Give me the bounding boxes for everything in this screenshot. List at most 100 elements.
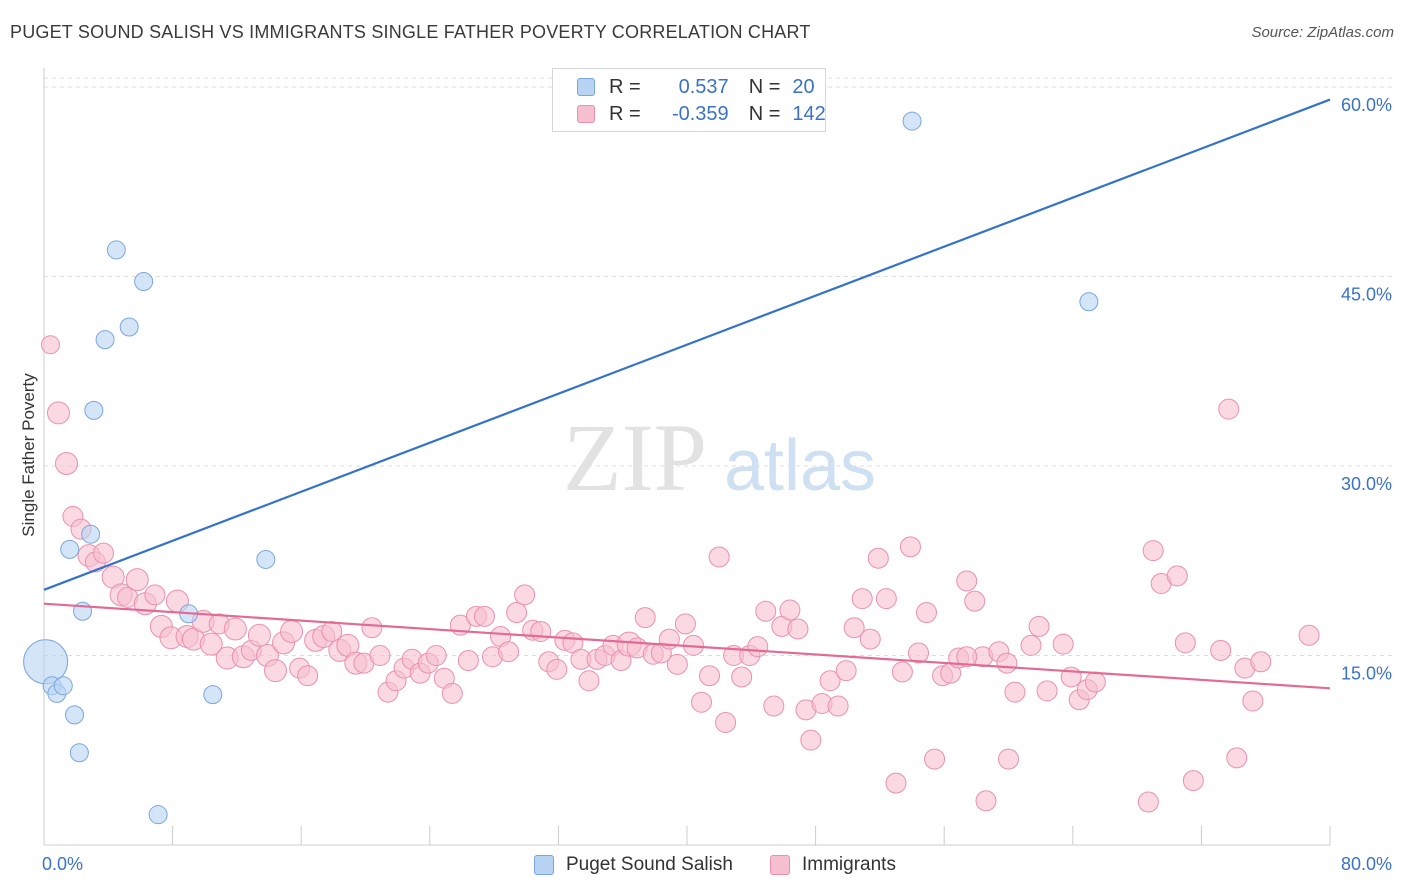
data-point: [223, 617, 247, 641]
data-point: [578, 670, 600, 692]
data-point: [731, 666, 753, 688]
data-point: [81, 524, 101, 544]
data-point: [1182, 770, 1204, 792]
data-point: [891, 661, 913, 683]
data-point: [46, 401, 70, 425]
y-tick-label: 15.0%: [1341, 663, 1392, 683]
pink-swatch-icon: [577, 105, 595, 123]
data-point: [506, 602, 528, 624]
data-point: [787, 618, 809, 640]
legend-n-label: N =: [748, 102, 781, 125]
data-point: [1298, 624, 1320, 646]
data-point: [1250, 651, 1272, 673]
data-point: [134, 272, 154, 292]
data-point: [1084, 671, 1106, 693]
watermark-zip: ZIP: [563, 404, 707, 511]
data-point: [899, 536, 921, 558]
bottom-legend-label: Puget Sound Salish: [566, 854, 733, 875]
data-point: [1226, 747, 1248, 769]
legend-n-value: 20: [792, 75, 815, 98]
blue-swatch-icon: [534, 855, 554, 875]
data-point: [84, 400, 104, 420]
data-point: [666, 653, 688, 675]
data-point: [1052, 633, 1074, 655]
data-point: [1079, 292, 1099, 312]
immigrants-trend-line: [43, 602, 1331, 690]
legend-row-puget: R = 0.537 N = 20: [577, 75, 815, 99]
data-point: [634, 607, 656, 629]
data-point: [530, 620, 552, 642]
data-point: [715, 711, 737, 733]
data-point: [247, 623, 271, 647]
legend-r-label: R =: [609, 75, 641, 98]
data-point: [256, 549, 276, 569]
data-point: [975, 790, 997, 812]
data-point: [1020, 634, 1042, 656]
data-point: [1242, 690, 1264, 712]
legend-r-label: R =: [609, 102, 641, 125]
x-tick-label: 80.0%: [1341, 854, 1392, 874]
data-point: [674, 613, 696, 635]
y-tick-label: 45.0%: [1341, 284, 1392, 304]
data-point: [859, 628, 881, 650]
data-point: [1137, 791, 1159, 813]
data-point: [835, 660, 857, 682]
data-point: [69, 743, 89, 763]
data-point: [964, 590, 986, 612]
data-point: [297, 665, 319, 687]
blue-swatch-icon: [577, 78, 595, 96]
data-point: [457, 650, 479, 672]
data-point: [95, 330, 115, 350]
data-point: [55, 451, 79, 475]
data-point: [1036, 680, 1058, 702]
data-point: [924, 748, 946, 770]
data-point: [851, 588, 873, 610]
data-point: [280, 619, 304, 643]
data-point: [699, 665, 721, 687]
trend-lines: [43, 98, 1331, 690]
immigrants-points: [40, 335, 1320, 813]
data-point: [708, 546, 730, 568]
data-point: [907, 642, 929, 664]
data-point: [779, 599, 801, 621]
data-point: [263, 659, 287, 683]
data-point: [1174, 632, 1196, 654]
legend-r-value: 0.537: [678, 75, 729, 98]
y-tick-label: 60.0%: [1341, 95, 1392, 115]
data-point: [867, 547, 889, 569]
data-point: [40, 335, 60, 355]
data-point: [1142, 540, 1164, 562]
watermark-atlas: atlas: [724, 426, 876, 506]
gridlines: [44, 77, 1392, 656]
legend-r-value: -0.359: [671, 102, 729, 125]
data-point: [92, 542, 114, 564]
data-point: [441, 682, 463, 704]
data-point: [321, 620, 343, 642]
data-point: [1166, 565, 1188, 587]
data-point: [514, 584, 536, 606]
data-point: [885, 772, 907, 794]
bottom-legend-label: Immigrants: [802, 854, 896, 875]
data-point: [1218, 398, 1240, 420]
data-point: [902, 111, 922, 131]
data-point: [843, 617, 865, 639]
puget-sound-salish-points: [23, 111, 1099, 825]
data-point: [53, 676, 73, 696]
data-point: [361, 617, 383, 639]
data-point: [916, 602, 938, 624]
data-point: [1004, 681, 1026, 703]
y-tick-label: 30.0%: [1341, 474, 1392, 494]
data-point: [148, 805, 168, 825]
data-point: [956, 570, 978, 592]
data-point: [119, 317, 139, 337]
data-point: [996, 652, 1018, 674]
source-label: Source: ZipAtlas.com: [1251, 24, 1394, 41]
axes: [43, 68, 1331, 846]
data-point: [60, 539, 80, 559]
tick-labels: 15.0% 30.0% 45.0% 60.0% 0.0% 80.0%: [42, 95, 1392, 874]
data-point: [956, 646, 978, 668]
data-point: [747, 636, 769, 658]
data-point: [425, 644, 447, 666]
data-point: [106, 240, 126, 260]
legend-row-immigrants: R = -0.359 N = 142: [577, 102, 826, 126]
